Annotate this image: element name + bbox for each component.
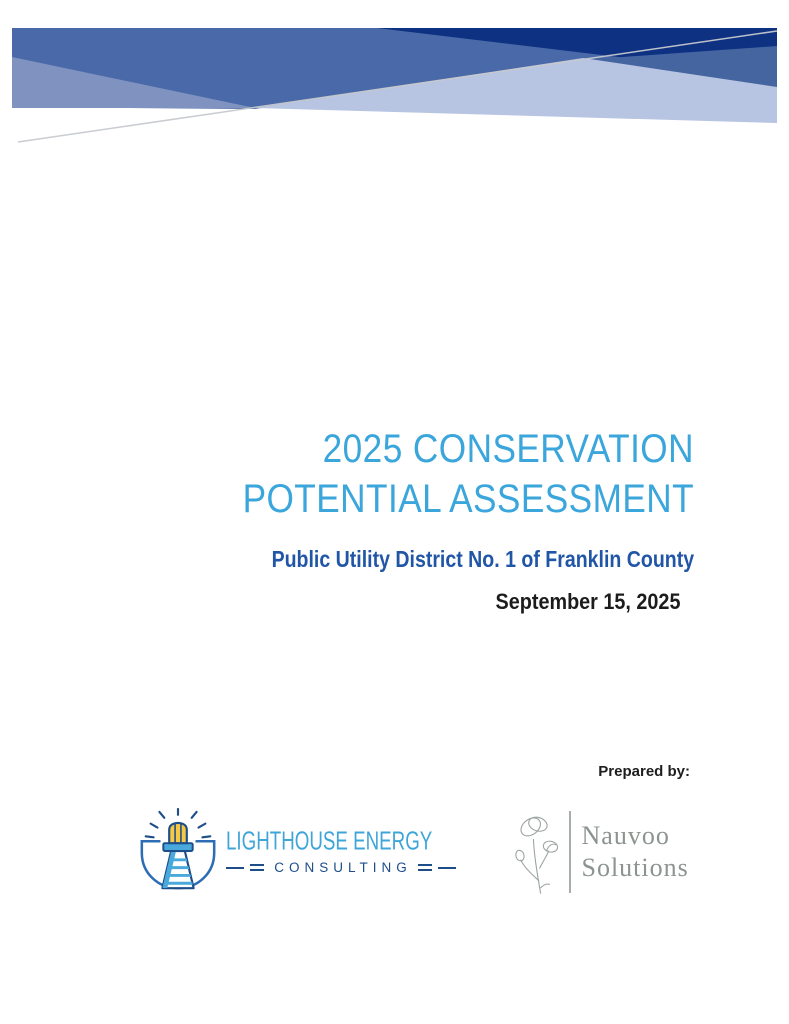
lighthouse-rays [144,807,212,839]
nauvoo-logo-divider [569,811,571,893]
report-title-line1: 2025 CONSERVATION [181,424,694,474]
nauvoo-logo-name-line2: Solutions [581,853,689,882]
lighthouse-gallery [162,842,194,852]
lighthouse-logo-text: LIGHTHOUSE ENERGY CONSULTING [226,806,462,875]
title-block: 2025 CONSERVATION POTENTIAL ASSESSMENT P… [181,424,694,615]
nauvoo-logo-name-line1: Nauvoo [581,821,670,850]
nauvoo-solutions-logo: Nauvoo Solutions [511,806,689,898]
consulting-left-dash [226,866,245,869]
consulting-right-double-line [417,864,432,871]
consulting-right-dash [437,866,457,869]
consulting-left-double-line [250,864,265,871]
cover-banner-graphic [12,28,778,143]
banner-slate-wedge-shape [12,57,255,108]
lighthouse-logo-consulting: CONSULTING [274,860,412,875]
lighthouse-logo-subrow: CONSULTING [226,860,457,875]
lighthouse-energy-logo: LIGHTHOUSE ENERGY CONSULTING [134,806,462,896]
report-subtitle: Public Utility District No. 1 of Frankli… [181,546,694,573]
banner-diagonal-line [17,30,778,143]
lighthouse-lamp [168,821,188,845]
lighthouse-icon [140,807,216,890]
report-date: September 15, 2025 [181,589,694,615]
report-date-text: September 15, 2025 [495,589,680,614]
flower-icon [515,816,559,894]
report-title-line2-text: POTENTIAL ASSESSMENT [242,477,694,521]
lighthouse-lamp-mullions [174,823,182,844]
report-title-line1-text: 2025 CONSERVATION [322,427,694,471]
report-subtitle-text: Public Utility District No. 1 of Frankli… [271,546,694,572]
lighthouse-logo-name: LIGHTHOUSE ENERGY [226,826,433,856]
nauvoo-logo-text: Nauvoo Solutions [582,820,689,884]
banner-periwinkle-shape [255,58,777,123]
prepared-by-label: Prepared by: [598,763,690,780]
report-title-line2: POTENTIAL ASSESSMENT [181,474,694,524]
